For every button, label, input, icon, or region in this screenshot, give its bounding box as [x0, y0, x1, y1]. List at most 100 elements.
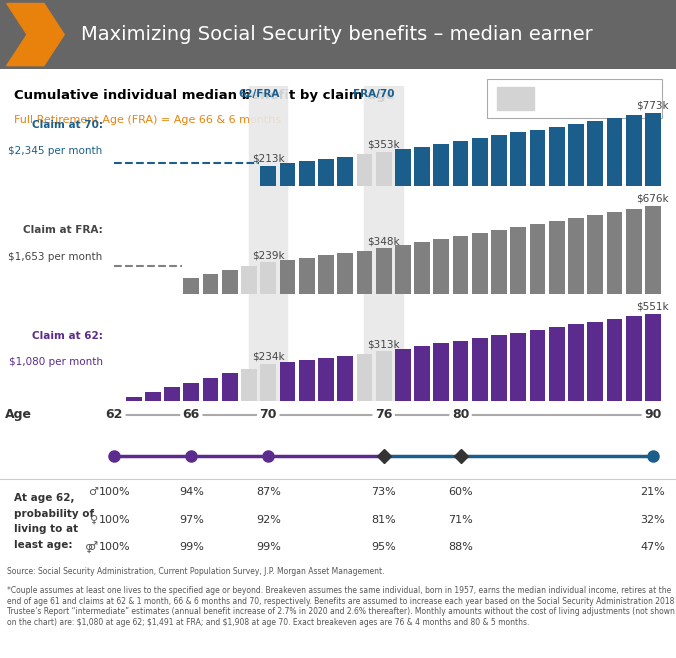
Text: Maximizing Social Security benefits – median earner: Maximizing Social Security benefits – me…	[81, 25, 593, 44]
Text: 97%: 97%	[179, 515, 203, 525]
Text: 76: 76	[375, 408, 392, 421]
Text: 71%: 71%	[448, 515, 473, 525]
Text: 21%: 21%	[640, 488, 665, 497]
Bar	[626, 316, 642, 401]
Bar	[280, 362, 295, 401]
Bar	[145, 392, 161, 401]
Bar	[337, 157, 353, 186]
Text: 92%: 92%	[256, 515, 281, 525]
Bar	[280, 260, 295, 293]
Bar	[164, 388, 180, 401]
Polygon shape	[7, 3, 64, 66]
Bar	[587, 322, 603, 401]
Bar	[587, 121, 603, 186]
Bar	[433, 143, 450, 186]
Text: Cumulative individual median benefit by claim age: Cumulative individual median benefit by …	[14, 89, 394, 102]
Text: $551k: $551k	[637, 301, 669, 311]
Bar	[472, 338, 487, 401]
Bar	[645, 113, 660, 186]
Bar	[414, 242, 430, 293]
Bar	[183, 383, 199, 401]
Bar	[510, 227, 526, 293]
Bar	[299, 360, 314, 401]
Text: *Couple assumes at least one lives to the specified age or beyond. Breakeven ass: *Couple assumes at least one lives to th…	[7, 586, 675, 626]
Bar	[183, 278, 199, 293]
Bar	[433, 343, 450, 401]
Text: $234k: $234k	[252, 352, 285, 362]
Text: probability of: probability of	[14, 509, 94, 519]
Text: 100%: 100%	[99, 542, 130, 552]
Text: 60%: 60%	[448, 488, 473, 497]
Text: 99%: 99%	[179, 542, 203, 552]
Bar	[395, 245, 411, 293]
Text: $213k: $213k	[252, 153, 285, 163]
Bar	[453, 141, 468, 186]
Text: 88%: 88%	[448, 542, 473, 552]
Text: Age: Age	[5, 408, 32, 421]
Text: Source: Social Security Administration, Current Population Survey, J.P. Morgan A: Source: Social Security Administration, …	[7, 567, 384, 576]
Text: Claim at FRA:: Claim at FRA:	[23, 225, 103, 236]
Bar	[472, 233, 487, 293]
Text: $353k: $353k	[367, 140, 400, 150]
Text: $1,653 per month: $1,653 per month	[8, 251, 103, 262]
Bar	[491, 136, 507, 186]
Text: Full Retirement Age (FRA) = Age 66 & 6 months: Full Retirement Age (FRA) = Age 66 & 6 m…	[14, 115, 281, 125]
Text: ♂: ♂	[88, 488, 98, 497]
Bar	[337, 253, 353, 293]
Bar	[568, 218, 584, 293]
Bar	[299, 258, 314, 293]
Bar	[549, 221, 564, 293]
Bar	[376, 152, 391, 186]
Bar	[414, 346, 430, 401]
Text: 87%: 87%	[256, 488, 281, 497]
Bar	[222, 373, 238, 401]
Bar	[626, 115, 642, 186]
Text: 90: 90	[644, 408, 662, 421]
Text: 66: 66	[183, 408, 200, 421]
Bar	[203, 274, 218, 293]
Bar	[510, 332, 526, 401]
Bar	[318, 255, 334, 293]
Bar	[606, 212, 623, 293]
Text: ⚤: ⚤	[85, 542, 98, 553]
Bar	[280, 163, 295, 186]
Bar	[395, 349, 411, 401]
Bar	[241, 266, 257, 293]
Bar	[626, 209, 642, 293]
Bar	[299, 161, 314, 186]
Bar	[645, 206, 660, 293]
Text: ♀: ♀	[90, 515, 98, 525]
Bar	[549, 327, 564, 401]
Bar	[472, 138, 487, 186]
Text: 94%: 94%	[179, 488, 203, 497]
Text: $773k: $773k	[637, 100, 669, 110]
Bar	[433, 240, 450, 293]
Text: Claim at 70:: Claim at 70:	[32, 120, 103, 130]
Text: 100%: 100%	[99, 488, 130, 497]
Bar	[376, 351, 391, 401]
Text: 100%: 100%	[99, 515, 130, 525]
Text: Claim at 62:: Claim at 62:	[32, 330, 103, 341]
Bar	[241, 368, 257, 401]
Bar	[549, 127, 564, 186]
Bar	[606, 319, 623, 401]
Bar	[260, 166, 276, 186]
Bar	[203, 378, 218, 401]
Text: At age 62,: At age 62,	[14, 494, 74, 503]
Text: 80: 80	[452, 408, 469, 421]
Bar	[491, 230, 507, 293]
Text: 81%: 81%	[371, 515, 396, 525]
Bar	[529, 130, 546, 186]
Text: least age:: least age:	[14, 540, 72, 549]
Text: 62: 62	[105, 408, 123, 421]
Bar	[568, 324, 584, 401]
Bar	[356, 251, 372, 293]
Bar	[356, 155, 372, 186]
Bar	[126, 397, 141, 401]
Text: $676k: $676k	[637, 193, 669, 203]
Bar	[356, 353, 372, 401]
Text: 62/FRA: 62/FRA	[238, 89, 279, 99]
Bar	[414, 147, 430, 186]
Text: 32%: 32%	[640, 515, 665, 525]
Text: $1,080 per month: $1,080 per month	[9, 357, 103, 367]
